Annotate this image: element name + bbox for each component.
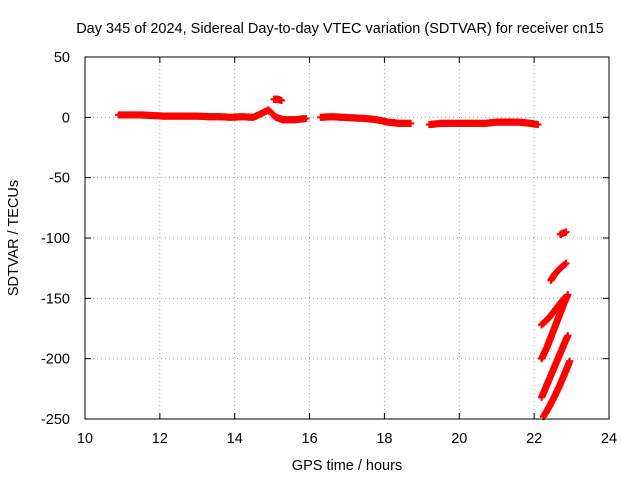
x-tick-label: 24	[601, 431, 617, 447]
data-point	[564, 291, 572, 299]
chart-title: Day 345 of 2024, Sidereal Day-to-day VTE…	[76, 21, 604, 37]
data-point	[562, 259, 570, 267]
data-layer	[115, 95, 574, 421]
y-tick-label: -200	[41, 352, 70, 368]
data-point	[562, 228, 570, 236]
x-axis-title: GPS time / hours	[292, 458, 402, 474]
data-point	[277, 96, 286, 105]
grid	[85, 57, 609, 419]
data-point	[534, 120, 542, 129]
y-tick-label: 0	[62, 110, 70, 126]
x-tick-label: 16	[302, 431, 318, 447]
x-tick-label: 12	[152, 431, 168, 447]
data-point	[566, 357, 574, 365]
data-point	[407, 119, 415, 127]
x-tick-label: 18	[376, 431, 392, 447]
y-tick-label: -100	[41, 231, 70, 247]
tick-labels: 10 12 14 16 18 20 22 24 -250 -200 -150 -100 -50 0 50	[41, 50, 617, 447]
y-tick-label: 50	[54, 50, 70, 66]
x-tick-label: 22	[526, 431, 542, 447]
y-tick-label: -250	[41, 412, 70, 428]
y-axis-title: SDTVAR / TECUs	[6, 180, 22, 296]
x-tick-label: 14	[227, 431, 243, 447]
data-point	[564, 332, 572, 340]
y-tick-label: -50	[49, 171, 70, 187]
x-tick-label: 10	[77, 431, 93, 447]
y-tick-label: -150	[41, 291, 70, 307]
tick-marks	[84, 56, 610, 420]
data-point	[302, 114, 310, 123]
x-tick-label: 20	[451, 431, 467, 447]
